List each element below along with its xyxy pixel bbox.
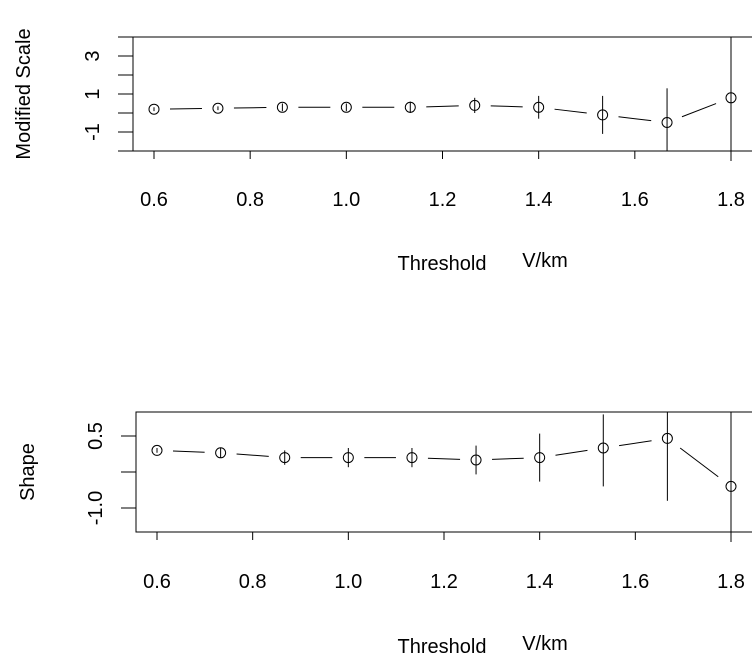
panel2-x-tick-label: 1.0 (334, 571, 362, 593)
panel1-connector-line (490, 105, 523, 108)
panel1-data-point (212, 102, 224, 114)
panel2-x-tick-label: 1.4 (526, 571, 554, 593)
panel2-x-axis-unit: V/km (522, 633, 568, 655)
panel2-connector-line (679, 447, 719, 478)
panel2-plot-frame (135, 411, 752, 533)
panel1-x-tick-label: 0.8 (236, 189, 264, 211)
panel2-connector-line (172, 450, 205, 453)
panel1-x-tick-label: 1.6 (621, 189, 649, 211)
panel1-y-tick-label: 1 (82, 88, 104, 99)
panel1-data-point (469, 99, 481, 111)
panel2-x-tick-label: 1.6 (621, 571, 649, 593)
panel1-data-point (661, 117, 673, 128)
panel1-y-tick-label: 3 (82, 50, 104, 61)
panel1-data-point (597, 109, 609, 121)
panel2-x-tick-label: 0.6 (143, 571, 171, 593)
panel1-connector-line (618, 116, 652, 122)
panel1-x-axis-title: Threshold (398, 253, 487, 275)
panel1-connector-line (554, 108, 587, 114)
panel1-x-axis-unit: V/km (522, 250, 568, 272)
panel2-x-axis-title: Threshold (398, 636, 487, 658)
panel2-connector-line (427, 457, 461, 460)
panel2-data-point (661, 432, 673, 444)
panel2-data-point (151, 444, 163, 456)
panel2-y-tick-label: -1.0 (85, 491, 107, 525)
panel2-data-point (279, 452, 291, 464)
panel2-connector-line (236, 453, 269, 457)
panel2-x-tick-label: 1.2 (430, 571, 458, 593)
panel2-data-point (597, 442, 609, 454)
panel1-y-tick-label: -1 (82, 123, 104, 141)
panel1-connector-line (681, 103, 717, 118)
panel2-data-point (406, 452, 418, 464)
panel2-connector-line (555, 449, 588, 456)
panel1-x-tick-label: 0.6 (140, 189, 168, 211)
panel1-data-point (276, 101, 288, 113)
panel1-data-point (725, 92, 737, 104)
panel1-data-point (404, 101, 416, 113)
panel2-x-tick-label: 0.8 (239, 571, 267, 593)
panel1-y-axis-title: Modified Scale (13, 28, 35, 159)
panel2-y-axis-title: Shape (17, 443, 39, 501)
panel2-y-tick-label: 0.5 (85, 422, 107, 450)
panel2-data-point (215, 447, 227, 459)
panel1-data-point (148, 103, 160, 115)
panel1-data-point (533, 101, 545, 113)
panel2-data-point (534, 452, 546, 464)
panel2-data-point (725, 480, 737, 492)
panel2-connector-line (619, 440, 652, 447)
panel2-connector-line (492, 457, 524, 460)
panel2-x-tick-label: 1.8 (717, 571, 745, 593)
panel2-data-point (342, 452, 354, 464)
panel1-plot-frame (132, 36, 752, 152)
panel1-x-tick-label: 1.4 (525, 189, 553, 211)
panel1-connector-line (426, 105, 459, 108)
panel1-x-tick-label: 1.2 (429, 189, 457, 211)
panel1-x-tick-label: 1.8 (717, 189, 745, 211)
panel1-x-tick-label: 1.0 (332, 189, 360, 211)
panel1-data-point (340, 101, 352, 113)
panel2-data-point (470, 454, 482, 466)
